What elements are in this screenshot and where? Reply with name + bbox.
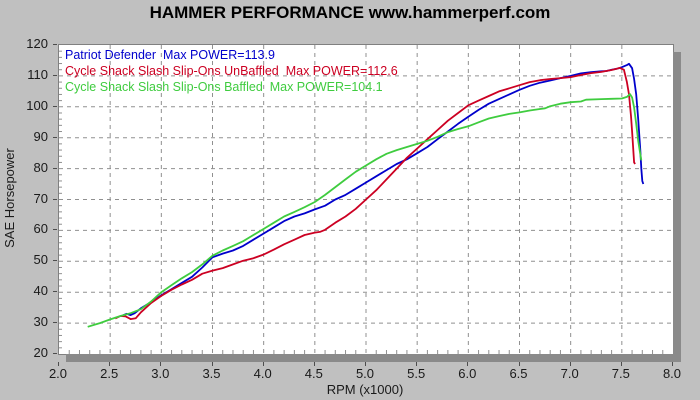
legend-item-1: Cycle Shack Slash Slip-Ons UnBaffled Max… <box>65 64 398 78</box>
legend-item-2: Cycle Shack Slash Slip-Ons Baffled Max P… <box>65 80 383 94</box>
x-tick-label: 5.0 <box>355 366 375 381</box>
x-tick-mark <box>620 362 622 366</box>
x-tick-label: 2.5 <box>100 366 119 381</box>
x-axis-title: RPM (x1000) <box>326 382 404 397</box>
x-tick-mark <box>518 362 520 366</box>
legend-item-0: Patriot Defender Max POWER=113.9 <box>65 48 275 62</box>
series-line-1 <box>114 66 636 321</box>
y-tick-label: 120 <box>26 36 48 51</box>
x-tick-mark <box>569 362 571 366</box>
x-tick-mark <box>416 362 418 366</box>
series-line-2 <box>87 93 643 328</box>
plot-svg <box>59 45 673 354</box>
y-tick-mark <box>53 291 57 293</box>
y-tick-label: 60 <box>33 221 48 237</box>
y-tick-label: 90 <box>33 128 48 144</box>
x-tick-label: 3.0 <box>151 366 170 381</box>
y-tick-label: 80 <box>33 159 48 175</box>
y-tick-mark <box>53 136 57 138</box>
plot-area: Patriot Defender Max POWER=113.9 Cycle Sh… <box>58 44 674 355</box>
x-tick-label: 4.5 <box>304 366 323 381</box>
x-tick-mark <box>109 362 111 366</box>
chart-title: HAMMER PERFORMANCE www.hammerperf.com <box>149 3 551 22</box>
y-tick-mark <box>53 105 57 107</box>
x-tick-mark <box>211 362 213 366</box>
plot-shadow-right <box>673 52 681 362</box>
y-tick-mark <box>53 167 57 169</box>
y-tick-label: 20 <box>33 345 48 360</box>
x-tick-mark <box>313 362 315 366</box>
y-tick-mark <box>53 322 57 324</box>
x-tick-label: 6.5 <box>509 366 528 381</box>
x-tick-mark <box>262 362 264 366</box>
x-tick-label: 5.5 <box>407 366 426 381</box>
x-tick-mark <box>467 362 469 366</box>
y-tick-label: 30 <box>33 314 48 330</box>
y-tick-mark <box>53 198 57 200</box>
plot-shadow-bottom <box>66 354 681 362</box>
y-tick-label: 100 <box>26 97 48 113</box>
y-tick-label: 70 <box>33 190 48 206</box>
x-tick-mark <box>160 362 162 366</box>
y-tick-mark <box>53 353 57 354</box>
x-tick-mark <box>365 362 366 366</box>
y-tick-label: 110 <box>27 66 48 82</box>
x-tick-mark <box>672 362 673 366</box>
series-line-0 <box>122 62 645 317</box>
x-tick-label: 2.0 <box>48 366 68 381</box>
y-tick-mark <box>53 229 57 231</box>
x-tick-label: 7.0 <box>560 366 579 381</box>
y-tick-label: 50 <box>33 252 48 268</box>
y-tick-mark <box>53 260 57 262</box>
x-tick-mark <box>58 362 59 366</box>
x-tick-label: 4.0 <box>253 366 272 381</box>
y-tick-mark <box>53 74 57 76</box>
y-tick-mark <box>53 44 57 45</box>
x-tick-label: 8.0 <box>662 366 682 381</box>
y-tick-label: 40 <box>33 283 48 299</box>
x-tick-label: 7.5 <box>611 366 630 381</box>
x-tick-label: 6.0 <box>458 366 477 381</box>
x-tick-label: 3.5 <box>202 366 221 381</box>
